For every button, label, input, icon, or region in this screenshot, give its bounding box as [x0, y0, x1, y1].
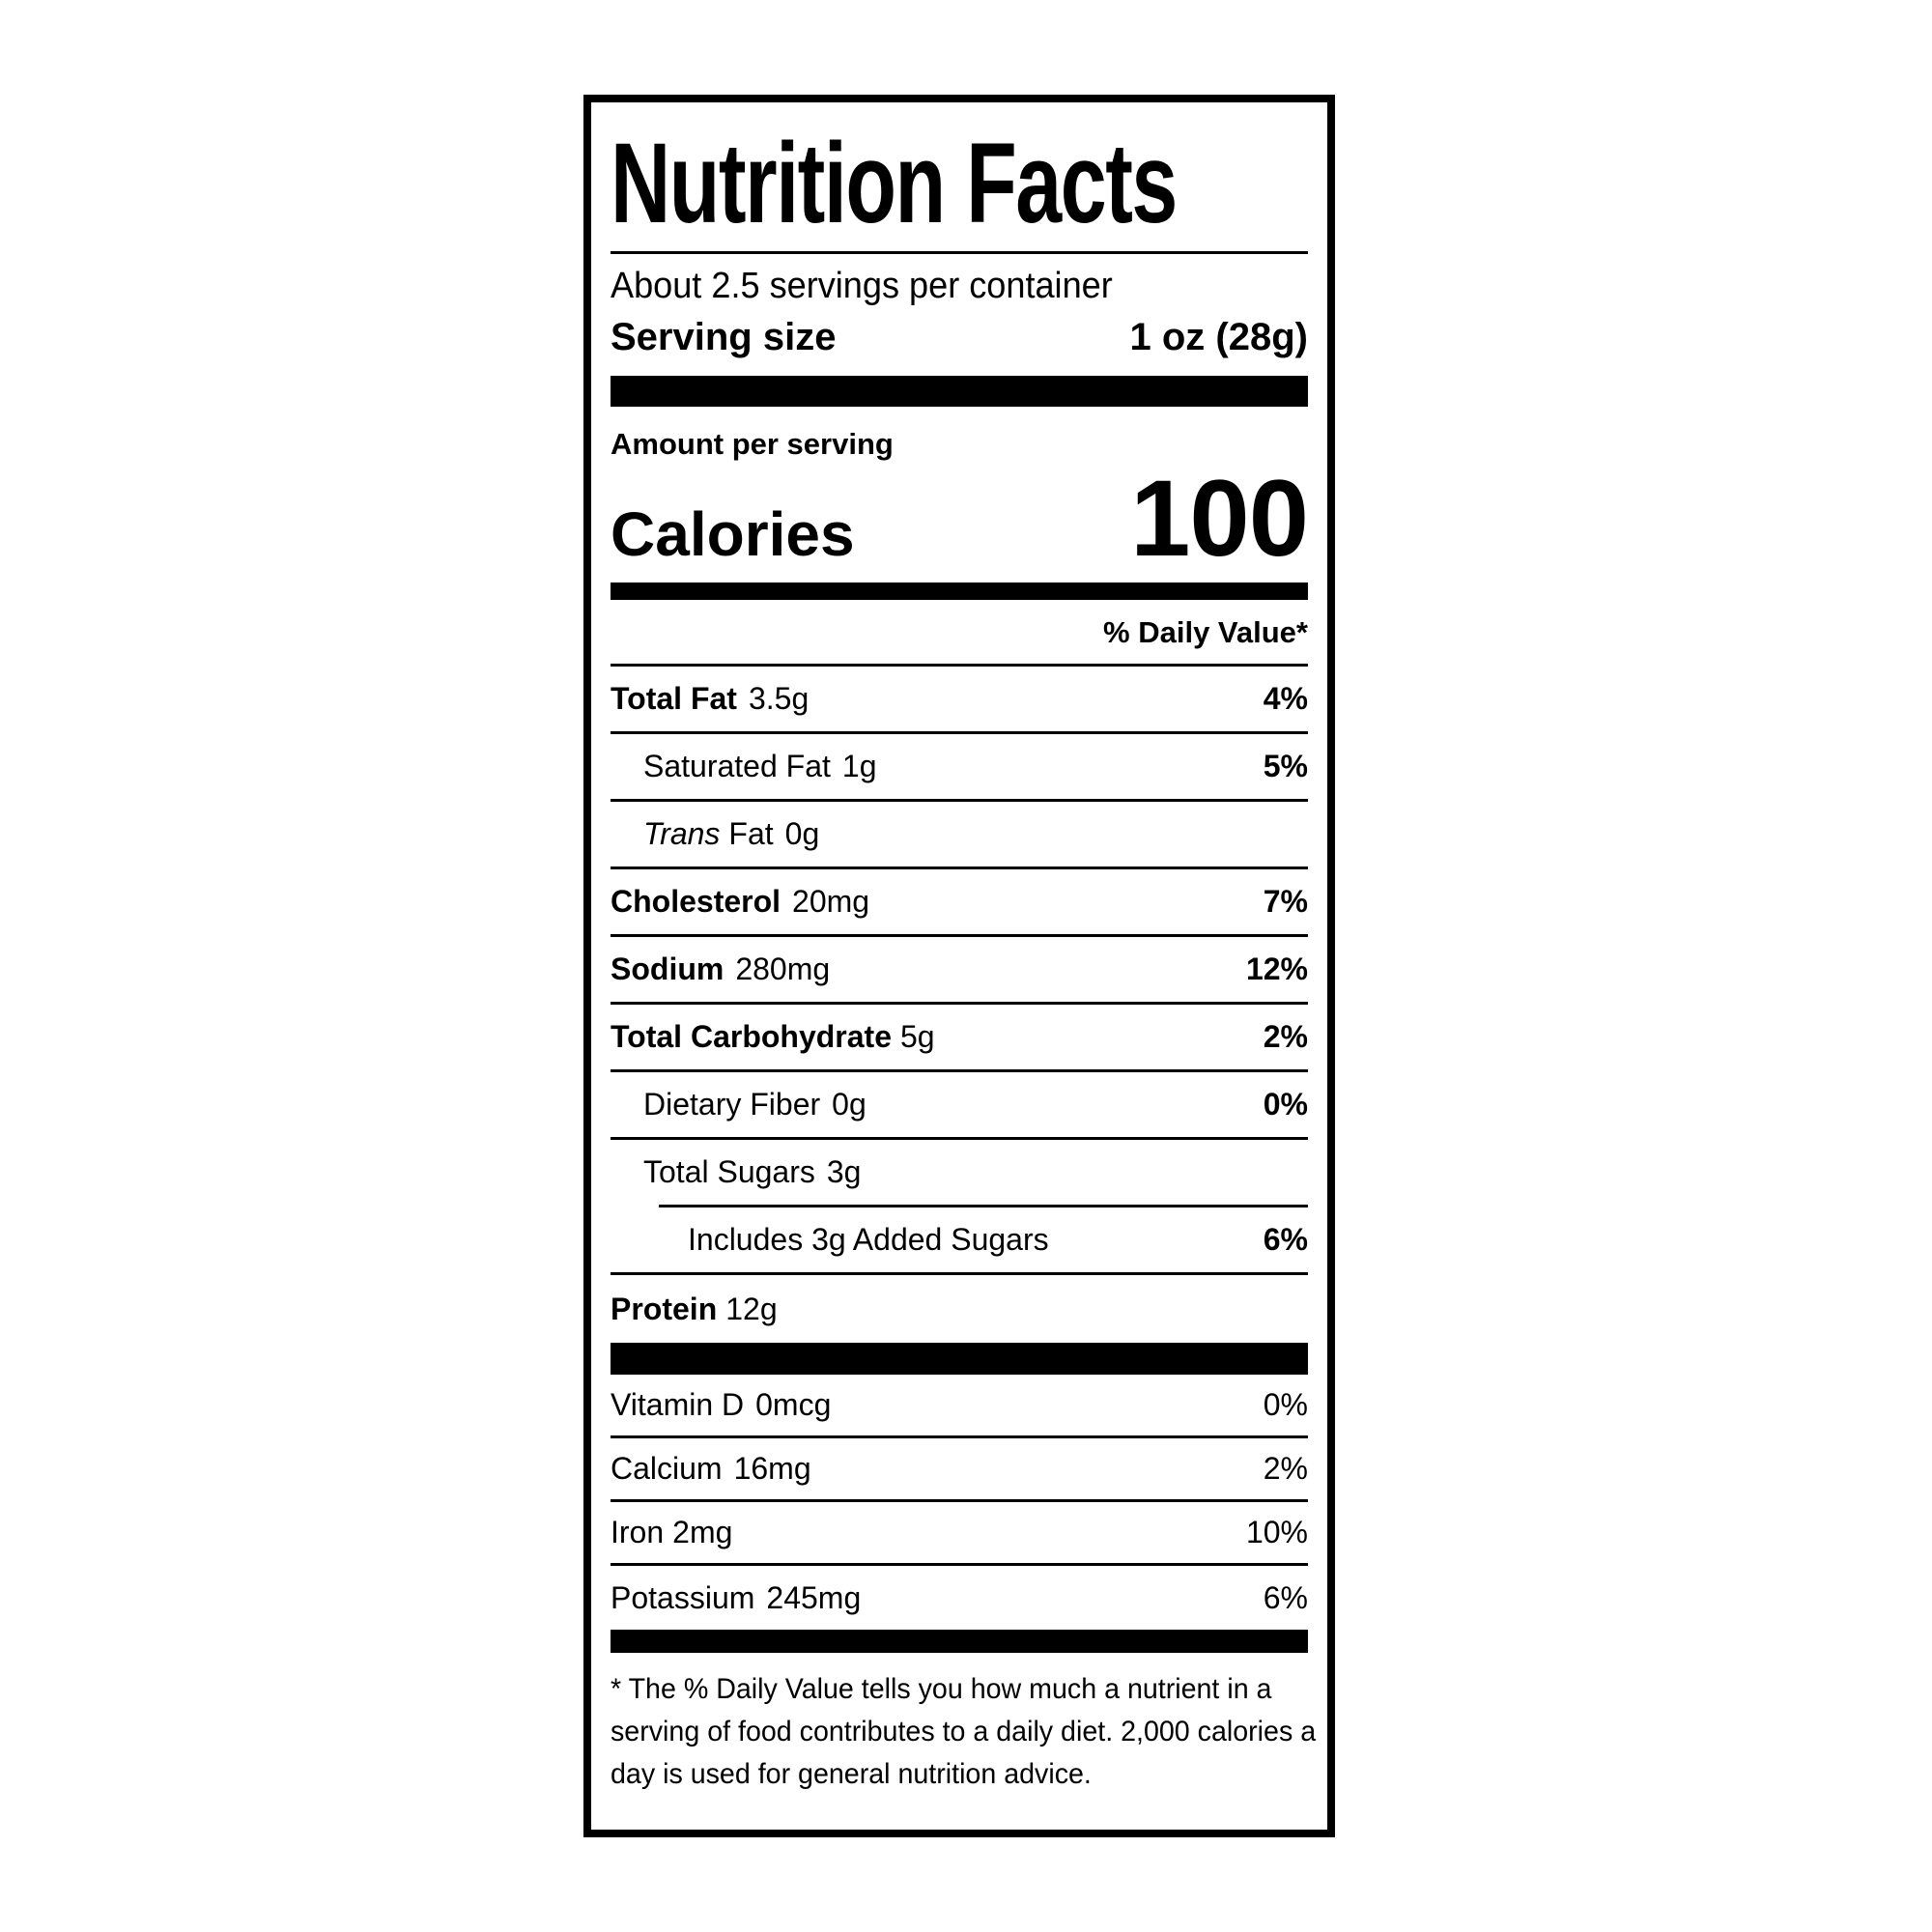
nutrient-name-amount: Total Sugars 3g	[611, 1154, 861, 1190]
nutrient-daily-value: 2%	[1263, 1451, 1308, 1486]
nutrient-name-amount: Vitamin D 0mcg	[611, 1387, 831, 1423]
label-title: Nutrition Facts	[611, 120, 1178, 247]
nutrient-name-amount: Iron 2mg	[611, 1515, 732, 1550]
nutrient-daily-value: 5%	[1263, 749, 1308, 783]
nutrient-row-saturated-fat: Saturated Fat 1g 5%	[611, 734, 1308, 802]
nutrient-daily-value: 12%	[1245, 952, 1308, 986]
nutrient-name: Cholesterol	[611, 884, 781, 919]
separator-bar-bottom	[611, 1630, 1308, 1653]
nutrient-amount: 0mcg	[755, 1387, 832, 1422]
nutrient-daily-value: 4%	[1263, 681, 1308, 716]
calories-row: Calories 100	[611, 458, 1309, 579]
micronutrient-row-potassium: Potassium 245mg 6%	[611, 1566, 1308, 1630]
nutrient-row-protein: Protein 12g	[611, 1275, 1308, 1343]
nutrient-row-total-sugars: Total Sugars 3g	[611, 1140, 1308, 1205]
nutrient-row-dietary-fiber: Dietary Fiber 0g 0%	[611, 1072, 1308, 1140]
nutrient-daily-value: 7%	[1263, 884, 1308, 919]
nutrient-name: Total Fat	[611, 681, 737, 716]
nutrient-name-amount: Cholesterol 20mg	[611, 884, 869, 920]
nutrient-row-sodium: Sodium 280mg 12%	[611, 937, 1308, 1005]
nutrient-name-amount: Includes 3g Added Sugars	[611, 1222, 1049, 1258]
footnote-line: day is used for general nutrition advice…	[611, 1758, 1092, 1790]
nutrient-amount: 5g	[900, 1019, 935, 1054]
nutrient-name: Vitamin D	[611, 1387, 745, 1422]
nutrient-name: Protein	[611, 1291, 718, 1326]
nutrient-name: Includes 3g Added Sugars	[688, 1222, 1049, 1257]
nutrient-amount: 16mg	[733, 1451, 811, 1486]
nutrient-name: Potassium	[611, 1579, 755, 1615]
nutrient-name: Total Carbohydrate	[611, 1019, 892, 1054]
nutrient-daily-value: 0%	[1263, 1387, 1308, 1422]
nutrient-name-amount: Sodium 280mg	[611, 952, 830, 987]
nutrient-amount: 2mg	[672, 1515, 733, 1549]
nutrient-name-amount: Calcium 16mg	[611, 1451, 811, 1487]
title-divider	[611, 251, 1308, 254]
separator-bar-thick-lower	[611, 1343, 1308, 1375]
nutrient-amount: 3.5g	[748, 681, 810, 716]
nutrient-row-added-sugars: Includes 3g Added Sugars 6%	[611, 1208, 1308, 1275]
serving-size-row: Serving size 1 oz (28g)	[611, 310, 1308, 364]
nutrient-name-amount: Protein 12g	[611, 1292, 778, 1327]
separator-bar-medium	[611, 582, 1308, 600]
micronutrient-row-vitamin-d: Vitamin D 0mcg 0%	[611, 1375, 1308, 1438]
micronutrient-row-iron: Iron 2mg 10%	[611, 1502, 1308, 1566]
nutrient-name-italic: Trans	[643, 816, 721, 851]
nutrient-name-amount: Trans Fat 0g	[611, 816, 819, 852]
nutrition-facts-label: Nutrition Facts About 2.5 servings per c…	[583, 95, 1335, 1837]
calories-value: 100	[1130, 458, 1309, 579]
nutrient-name-amount: Saturated Fat 1g	[611, 749, 876, 784]
nutrient-daily-value: 0%	[1263, 1087, 1308, 1122]
amount-per-serving-label: Amount per serving	[611, 427, 894, 461]
nutrient-row-total-carbohydrate: Total Carbohydrate 5g 2%	[611, 1005, 1308, 1072]
nutrient-name-amount: Total Fat 3.5g	[611, 681, 809, 717]
nutrient-amount: 3g	[826, 1154, 862, 1189]
nutrient-amount: 0g	[832, 1087, 867, 1122]
separator-bar-thick	[611, 376, 1308, 407]
nutrient-name: Total Sugars	[643, 1154, 815, 1189]
nutrient-daily-value: 6%	[1263, 1579, 1308, 1615]
nutrient-row-trans-fat: Trans Fat 0g	[611, 802, 1308, 869]
nutrient-name: Saturated Fat	[643, 749, 831, 783]
serving-size-label: Serving size	[611, 316, 837, 358]
nutrient-row-total-fat: Total Fat 3.5g 4%	[611, 667, 1308, 734]
daily-value-header: % Daily Value*	[611, 600, 1308, 667]
nutrient-daily-value: 6%	[1263, 1222, 1308, 1257]
nutrient-name: Dietary Fiber	[643, 1087, 821, 1122]
nutrient-row-cholesterol: Cholesterol 20mg 7%	[611, 869, 1308, 937]
nutrient-name: Fat	[728, 816, 774, 851]
nutrient-name: Iron	[611, 1515, 665, 1549]
calories-label: Calories	[611, 499, 855, 569]
nutrient-daily-value: 2%	[1263, 1019, 1308, 1054]
nutrient-amount: 245mg	[766, 1579, 862, 1615]
total-sugars-sub-divider	[659, 1205, 1308, 1208]
nutrient-amount: 1g	[841, 749, 877, 783]
nutrient-name: Calcium	[611, 1451, 723, 1486]
footnote-line: * The % Daily Value tells you how much a…	[611, 1673, 1272, 1705]
serving-size-value: 1 oz (28g)	[1129, 316, 1308, 358]
nutrient-amount: 280mg	[735, 952, 831, 986]
nutrient-amount: 20mg	[792, 884, 870, 919]
micronutrient-row-calcium: Calcium 16mg 2%	[611, 1438, 1308, 1502]
footnote-line: serving of food contributes to a daily d…	[611, 1716, 1317, 1747]
servings-per-container: About 2.5 servings per container	[611, 266, 1113, 306]
nutrient-name-amount: Dietary Fiber 0g	[611, 1087, 867, 1122]
daily-value-footnote: * The % Daily Value tells you how much a…	[611, 1668, 1317, 1796]
nutrient-daily-value: 10%	[1245, 1515, 1308, 1549]
nutrient-amount: 0g	[784, 816, 820, 851]
nutrient-name: Sodium	[611, 952, 724, 986]
nutrient-name-amount: Total Carbohydrate 5g	[611, 1019, 935, 1055]
nutrient-amount: 12g	[725, 1291, 778, 1326]
nutrient-name-amount: Potassium 245mg	[611, 1580, 861, 1616]
